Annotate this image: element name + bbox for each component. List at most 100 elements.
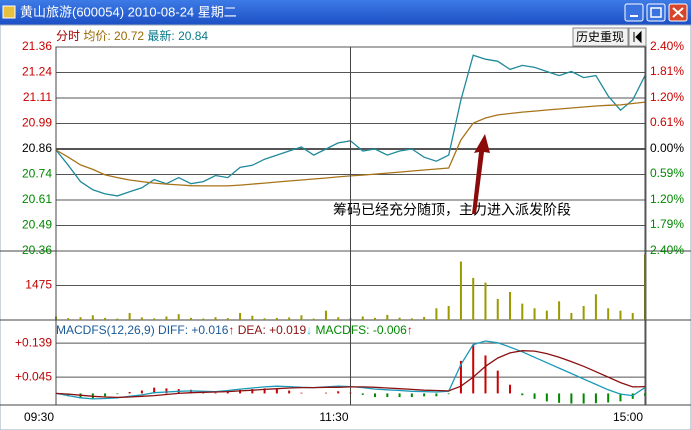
volume-bar [275,317,278,320]
macd-bar [349,392,352,394]
volume-bar [263,318,266,320]
macd-bar [582,393,585,404]
macd-bar [607,393,610,403]
macd-bar [214,392,217,394]
macd-name: MACDFS(12,26,9) [56,323,155,337]
macd-bar [447,393,450,395]
macd-arrow: ↑ [407,323,413,337]
volume-bar [202,318,205,320]
y-tick-label: 20.74 [22,167,52,181]
macd-label: MACDFS: -0.006 [316,323,408,337]
volume-bar [545,310,548,320]
y-tick-label: 20.61 [22,192,52,206]
maximize-button[interactable] [646,3,666,22]
volume-bar [496,298,499,320]
macd-bar [153,387,156,394]
volume-bar [509,291,512,320]
y-tick-label: 1475 [25,278,52,292]
volume-bar [631,312,634,320]
y-tick-label: 21.36 [22,39,52,53]
volume-bar [472,277,475,320]
volume-bar [337,317,340,320]
macd-bar [619,393,622,402]
app-icon [2,5,16,19]
y2-tick-label: 1.20% [650,90,684,104]
y2-tick-label: 0.00% [650,141,684,155]
close-icon [672,7,684,18]
y-tick-label: 20.36 [22,243,52,257]
volume-bar [79,317,82,320]
volume-bar [251,315,254,320]
macd-bar [521,393,524,396]
y-tick-label: +0.139 [15,335,52,349]
volume-bar [607,308,610,320]
diff-arrow: ↑ [228,323,234,337]
volume-bar [165,316,168,320]
mode-label: 分时 [56,29,80,43]
macd-bar [128,391,131,394]
macd-bar [275,388,278,394]
macd-bar [459,360,462,394]
volume-bar [521,303,524,320]
history-button[interactable] [572,27,629,47]
volume-bar [312,318,315,320]
y2-tick-label: 1.81% [650,64,684,78]
volume-bar [361,316,364,320]
volume-bar [410,318,413,320]
volume-bar [140,317,143,320]
macd-bar [251,389,254,394]
volume-bar [582,305,585,320]
volume-bar [619,310,622,320]
volume-bar [324,310,327,320]
annotation: 筹码已经充分随顶，主力进入派发阶段 [333,202,571,218]
y-tick-label: 20.86 [22,141,52,155]
macd-bar [337,391,340,394]
macd-bar [165,388,168,394]
diff-label: DIFF: +0.016 [158,323,229,337]
y-tick-label: 20.99 [22,116,52,130]
macd-bar [263,388,266,394]
annotation-arrow [472,134,490,214]
y-tick-label: 21.24 [22,65,52,79]
volume-bar [570,312,573,320]
volume-bar [423,316,426,320]
x-tick-label: 11:30 [319,410,348,424]
y2-tick-label: 0.61% [650,115,684,129]
macd-bar [116,393,119,395]
volume-bar [288,317,291,320]
y-tick-label: +0.045 [15,369,52,383]
macd-bar [300,392,303,394]
macd-bar [189,389,192,394]
macd-bar [435,393,438,397]
volume-bar [484,282,487,320]
macd-bar [472,344,475,394]
macd-bar [545,393,548,402]
macd-bar [288,390,291,394]
macd-bar [104,393,107,397]
volume-bar [533,308,536,320]
macd-bar [361,393,364,395]
y2-tick-label: 0.59% [650,166,684,180]
minimize-button[interactable] [624,3,644,22]
window-title: 黄山旅游(600054) 2010-08-24 星期二 [20,4,237,19]
macd-bar [509,384,512,394]
macd-bar [67,393,70,397]
last-label: 最新: 20.84 [147,28,208,43]
maximize-icon [650,7,662,18]
macd-bar [374,393,377,398]
dea-arrow: ↓ [306,323,312,337]
macd-bar [423,393,426,397]
macd-header: MACDFS(12,26,9) DIFF: +0.016↑ DEA: +0.01… [56,323,413,337]
macd-bar [239,389,242,394]
volume-bar [558,301,561,320]
macd-bar [484,355,487,394]
macd-bar [226,391,229,394]
volume-bar [116,318,119,320]
volume-bar [435,308,438,320]
volume-bar [91,315,94,320]
frame [0,24,691,430]
y2-tick-label: 2.40% [650,243,684,257]
price-header: 分时 均价: 20.72 最新: 20.84 [56,28,208,43]
